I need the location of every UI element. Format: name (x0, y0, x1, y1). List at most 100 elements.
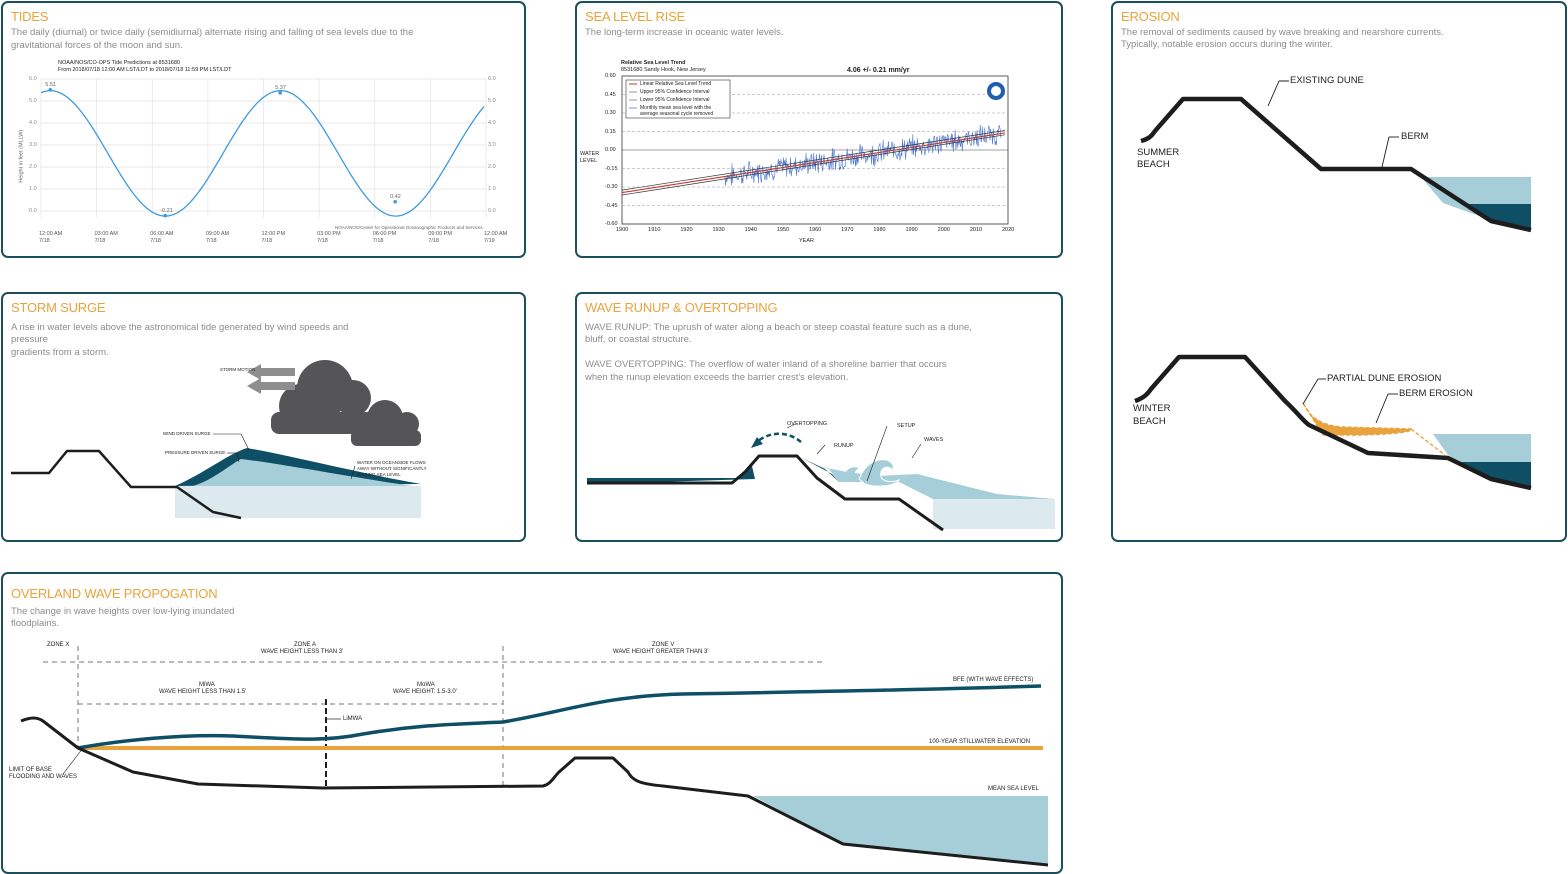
existing-dune-label: EXISTING DUNE (1290, 75, 1364, 86)
tide-xtick-date: 7/19 (484, 238, 495, 244)
summer-dark-water (1467, 204, 1531, 230)
runup-label: RUNUP (834, 443, 854, 449)
slr-ytick: -0.30 (605, 184, 618, 190)
overland-ground-profile (20, 716, 1049, 867)
water-note-2: AWAY WITHOUT SIGNIFICANTLY (357, 466, 427, 471)
tide-chart-title-1: NOAA/NOS/CO-OPS Tide Predictions at 8531… (58, 60, 180, 66)
slr-trend-line (621, 132, 1005, 194)
limwa-label: LiMWA (343, 716, 363, 722)
tide-extreme-point (163, 213, 168, 218)
slr-xtick: 1970 (841, 227, 854, 233)
berm-label: BERM (1401, 131, 1429, 142)
summer-beach-label-2: BEACH (1137, 159, 1170, 170)
tides-title: TIDES (11, 9, 49, 24)
storm-cloud-icon (271, 360, 381, 434)
tide-chart (40, 78, 487, 218)
slr-xtick: 2010 (969, 227, 983, 233)
slr-xtick: 1910 (648, 227, 661, 233)
tide-xtick-date: 7/18 (94, 238, 106, 244)
wind-driven-surge-label: WIND DRIVEN SURGE (163, 431, 211, 436)
setup-label: SETUP (897, 423, 916, 429)
slr-ytick: 0.15 (605, 128, 616, 135)
slr-ytick: -0.45 (605, 202, 618, 209)
tide-ytick-right: 3.0 (488, 142, 496, 148)
runup-pale-water (933, 499, 1055, 529)
tide-xtick-date: 7/18 (372, 238, 384, 244)
winter-beach-profile (1134, 354, 1532, 491)
erosion-title: EROSION (1121, 9, 1180, 24)
bfe-line (77, 684, 1042, 750)
tide-xtick-time: 09:00 PM (428, 231, 452, 237)
slr-ytick: 0.00 (605, 147, 616, 153)
runup-title: WAVE RUNUP & OVERTOPPING (585, 300, 778, 315)
wave-crest-icon (858, 459, 901, 487)
zone-a-label-1: ZONE A (294, 642, 317, 648)
summer-beach-label-1: SUMMER (1137, 147, 1180, 158)
zone-v-label-2: WAVE HEIGHT GREATER THAN 3' (613, 649, 709, 655)
tide-xtick-time: 09:00 AM (205, 231, 230, 237)
sea-level-description: The long-term increase in oceanic water … (585, 27, 784, 38)
tide-xtick-date: 7/18 (150, 238, 161, 244)
tide-peak-label: 0.42 (390, 193, 401, 200)
tide-ylabel: Height in feet (MLLW) (18, 129, 25, 183)
surge-light (193, 459, 413, 486)
overland-desc-2: floodplains. (11, 618, 60, 629)
slr-ytick: -0.60 (605, 221, 618, 227)
tides-description: The daily (diurnal) or twice daily (semi… (11, 27, 414, 51)
storm-motion-arrow-2 (247, 378, 295, 394)
slr-legend-4: Monthly mean sea level with the average … (640, 105, 714, 117)
tide-ytick-right: 4.0 (488, 120, 496, 126)
slr-xtick: 1990 (905, 227, 918, 233)
slr-xtick: 2000 (937, 227, 950, 233)
overtopping-arrow-icon (756, 432, 802, 443)
tide-xtick-time: 12:00 AM (39, 231, 63, 237)
storm-motion-label: STORM MOTION (220, 367, 256, 372)
runup-light-water (817, 466, 1055, 499)
runup-dark-water (587, 466, 755, 484)
storm-surge-desc-1: A rise in water levels above the astrono… (11, 322, 349, 333)
erosion-diagram (1134, 80, 1532, 491)
slr-legend-1: Linear Relative Sea Level Trend (640, 81, 712, 87)
erosion-panel: EROSION The removal of sediments caused … (1111, 1, 1567, 542)
overtopping-label: OVERTOPPING (787, 421, 828, 427)
erosion-description-1: The removal of sediments caused by wave … (1121, 27, 1444, 38)
slr-xtick: 1920 (680, 227, 693, 233)
zone-x-label: ZONE X (47, 642, 70, 648)
storm-surge-title: STORM SURGE (11, 300, 106, 315)
tide-xtick-time: 03:00 PM (317, 231, 341, 237)
tide-ytick-right: 5.0 (488, 98, 496, 104)
tide-ytick-left: 6.0 (29, 76, 37, 82)
winter-dark-water (1458, 462, 1531, 488)
sea-level-chart (621, 75, 1009, 225)
winter-beach-label-1: WINTER (1133, 403, 1171, 414)
slr-xtick: 1900 (616, 227, 629, 233)
slr-upper-ci (621, 130, 1005, 191)
pressure-driven-surge-label: PRESSURE DRIVEN SURGE (165, 450, 226, 455)
storm-surge-panel: STORM SURGE A rise in water levels above… (1, 292, 526, 542)
tide-ytick-right: 2.0 (488, 164, 496, 170)
tide-ytick-right: 1.0 (488, 186, 496, 192)
slr-chart-title-2: 8531680 Sandy Hook, New Jersey (621, 67, 706, 73)
mowa-label-2: WAVE HEIGHT: 1.5-3.0' (393, 689, 457, 695)
sea-level-title: SEA LEVEL RISE (585, 9, 686, 24)
runup-ground-profile (587, 454, 944, 532)
tide-xtick-date: 7/18 (205, 238, 217, 244)
storm-ground-profile (11, 449, 242, 520)
slr-xlabel: YEAR (799, 238, 814, 244)
overland-sea-water (753, 796, 1048, 865)
slr-xtick: 1980 (873, 227, 886, 233)
slr-ytick: 0.30 (605, 110, 616, 116)
slr-xtick: 2020 (1002, 227, 1015, 233)
slr-ytick: 0.60 (605, 73, 616, 79)
tide-xtick-time: 12:00 PM (261, 231, 286, 237)
overland-title: OVERLAND WAVE PROPOGATION (11, 586, 218, 601)
slr-xtick: 1960 (809, 227, 822, 233)
limit-label-1: LIMIT OF BASE (9, 767, 52, 773)
tide-peak-label: -0.21 (160, 207, 173, 214)
overtopping-desc-1: WAVE OVERTOPPING: The overflow of water … (585, 359, 947, 370)
ocean-light-water (175, 486, 421, 518)
msl-label: MEAN SEA LEVEL (988, 786, 1040, 792)
tide-credit: NOAA/NOS/Center for Operational Oceanogr… (335, 225, 483, 230)
storm-surge-desc-2: pressure (11, 334, 48, 345)
slr-trend-value: 4.06 +/- 0.21 mm/yr (847, 67, 910, 74)
